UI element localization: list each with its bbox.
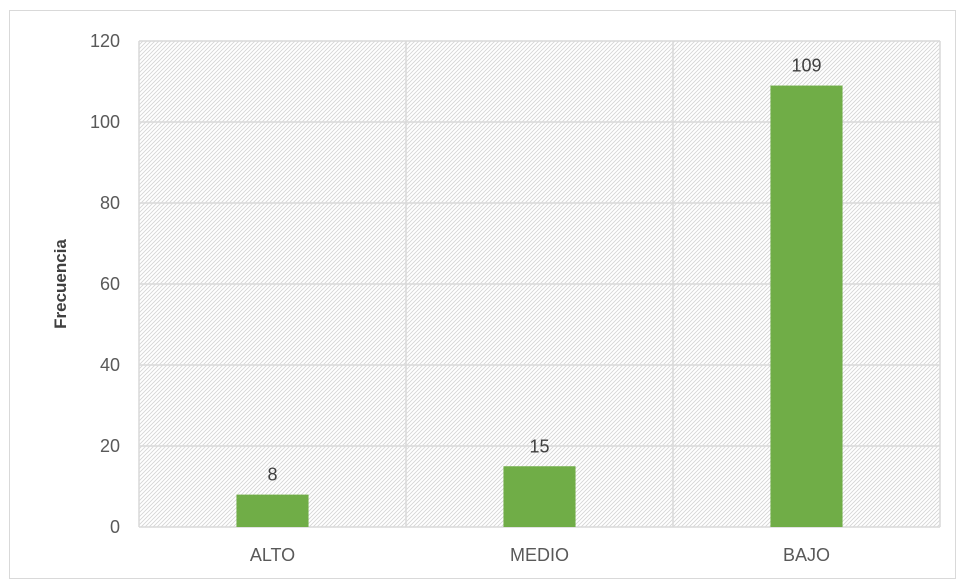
data-label: 8 — [267, 465, 277, 485]
y-axis-title: Frecuencia — [51, 239, 70, 329]
x-tick-label: ALTO — [250, 545, 295, 565]
x-tick-label: MEDIO — [510, 545, 569, 565]
y-axis-tick-labels: 0 20 40 60 80 100 120 — [90, 31, 120, 537]
y-tick-label: 20 — [100, 436, 120, 456]
x-tick-label: BAJO — [783, 545, 830, 565]
y-tick-label: 60 — [100, 274, 120, 294]
y-tick-label: 120 — [90, 31, 120, 51]
vertical-gridlines — [138, 41, 941, 527]
bar-alto — [236, 494, 309, 527]
x-axis-tick-labels: ALTO MEDIO BAJO — [250, 545, 830, 565]
data-labels: 8 15 109 — [267, 56, 821, 485]
bar-bajo — [770, 85, 843, 528]
y-tick-label: 100 — [90, 112, 120, 132]
y-tick-label: 80 — [100, 193, 120, 213]
data-label: 15 — [529, 436, 549, 456]
y-tick-label: 40 — [100, 355, 120, 375]
bar-medio — [503, 466, 576, 527]
data-label: 109 — [791, 56, 821, 76]
bar-series — [236, 85, 843, 528]
y-tick-label: 0 — [110, 517, 120, 537]
